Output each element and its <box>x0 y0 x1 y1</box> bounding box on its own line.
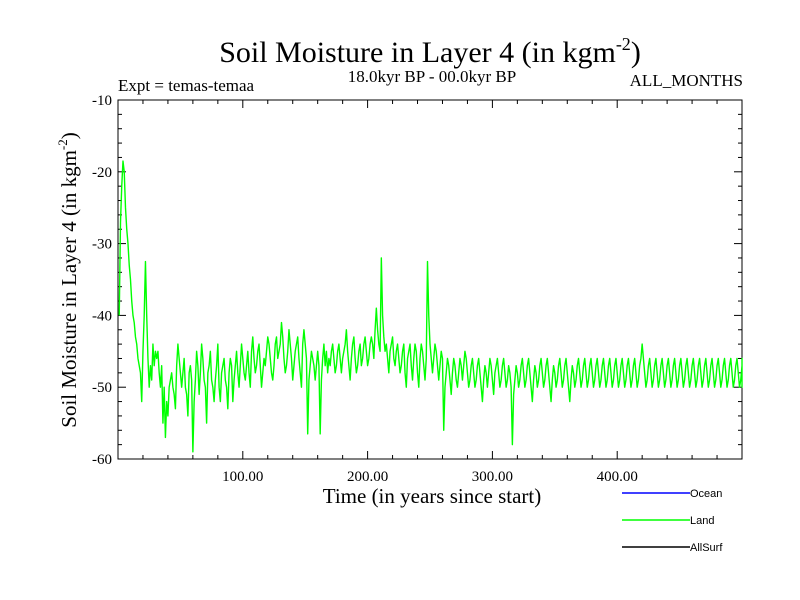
subtitle-right: ALL_MONTHS <box>630 71 743 90</box>
y-axis: -10 -20 -30 -40 -50 -60 <box>92 93 742 468</box>
y-tick-label: -10 <box>92 93 112 109</box>
subtitle-left: Expt = temas-temaa <box>118 76 255 95</box>
y-tick-label: -30 <box>92 237 112 253</box>
y-tick-label: -60 <box>92 452 112 468</box>
x-axis-label: Time (in years since start) <box>323 484 542 508</box>
series-line-land <box>118 160 743 453</box>
subtitle-center: 18.0kyr BP - 00.0kyr BP <box>348 67 516 86</box>
legend-label-allsurf: AllSurf <box>690 542 723 554</box>
chart-title: Soil Moisture in Layer 4 (in kgm-2) <box>219 34 641 69</box>
legend-label-land: Land <box>690 515 714 527</box>
chart-title-suffix: ) <box>631 36 641 69</box>
x-tick-label: 100.00 <box>222 469 263 485</box>
y-tick-label: -40 <box>92 308 112 324</box>
y-tick-label: -50 <box>92 380 112 396</box>
y-axis-label: Soil Moisture in Layer 4 (in kgm-2) <box>55 132 81 427</box>
y-axis-label-superscript: -2 <box>55 139 70 150</box>
y-axis-label-suffix: ) <box>57 132 81 139</box>
x-axis: 100.00 200.00 300.00 400.00 <box>142 100 718 485</box>
plot-frame <box>117 99 743 460</box>
x-tick-label: 300.00 <box>472 469 513 485</box>
chart-title-superscript: -2 <box>616 34 631 54</box>
y-axis-label-main: Soil Moisture in Layer 4 (in kgm <box>57 150 81 428</box>
series-layer <box>118 160 743 453</box>
y-tick-label: -20 <box>92 165 112 181</box>
x-tick-label: 400.00 <box>597 469 638 485</box>
legend: Ocean Land AllSurf <box>622 488 723 554</box>
chart-title-main: Soil Moisture in Layer 4 (in kgm <box>219 36 616 69</box>
legend-label-ocean: Ocean <box>690 488 722 500</box>
x-tick-label: 200.00 <box>347 469 388 485</box>
